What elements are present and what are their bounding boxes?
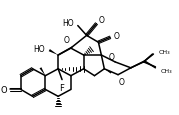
Text: CH₃: CH₃ <box>160 69 172 74</box>
Polygon shape <box>40 68 45 76</box>
Text: HO: HO <box>34 44 45 53</box>
Text: O: O <box>0 85 7 94</box>
Text: O: O <box>108 52 114 61</box>
Polygon shape <box>104 69 112 74</box>
Text: O: O <box>113 32 119 40</box>
Text: CH₃: CH₃ <box>158 49 170 54</box>
Text: HO: HO <box>62 19 74 28</box>
Text: F: F <box>60 83 64 92</box>
Text: O: O <box>64 36 70 45</box>
Text: O: O <box>98 16 104 25</box>
Text: O: O <box>119 77 125 86</box>
Polygon shape <box>49 50 58 56</box>
